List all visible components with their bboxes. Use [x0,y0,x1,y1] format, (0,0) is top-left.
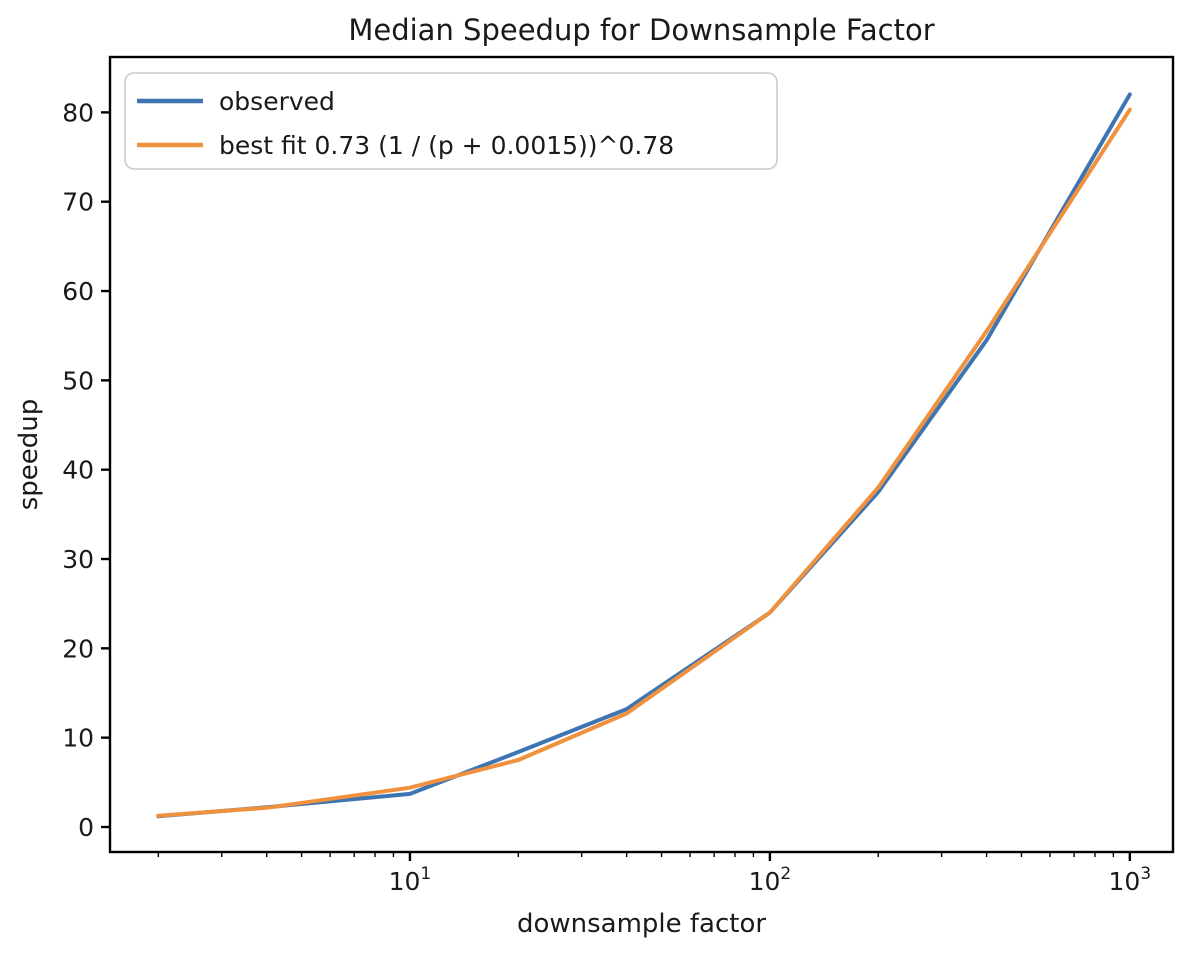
x-tick-label: 103 [1109,864,1152,896]
legend-label-observed: observed [219,87,335,116]
y-tick-label: 0 [78,813,94,842]
y-tick-label: 20 [62,634,94,663]
plot-border [108,55,1175,854]
x-axis-label: downsample factor [517,909,766,939]
x-tick-label: 102 [749,864,792,896]
y-tick-label: 40 [62,456,94,485]
y-tick-label: 60 [62,277,94,306]
legend-label-best-fit: best fit 0.73 (1 / (p + 0.0015))^0.78 [219,131,674,160]
y-tick-label: 30 [62,545,94,574]
x-tick-label: 101 [389,864,432,896]
y-tick-label: 50 [62,366,94,395]
y-tick-label: 70 [62,188,94,217]
y-tick-label: 80 [62,98,94,127]
y-tick-label: 10 [62,724,94,753]
legend-box [124,72,778,170]
best-fit-line [156,107,1132,818]
chart-title: Median Speedup for Downsample Factor [348,13,934,47]
y-axis-label: speedup [14,399,44,511]
